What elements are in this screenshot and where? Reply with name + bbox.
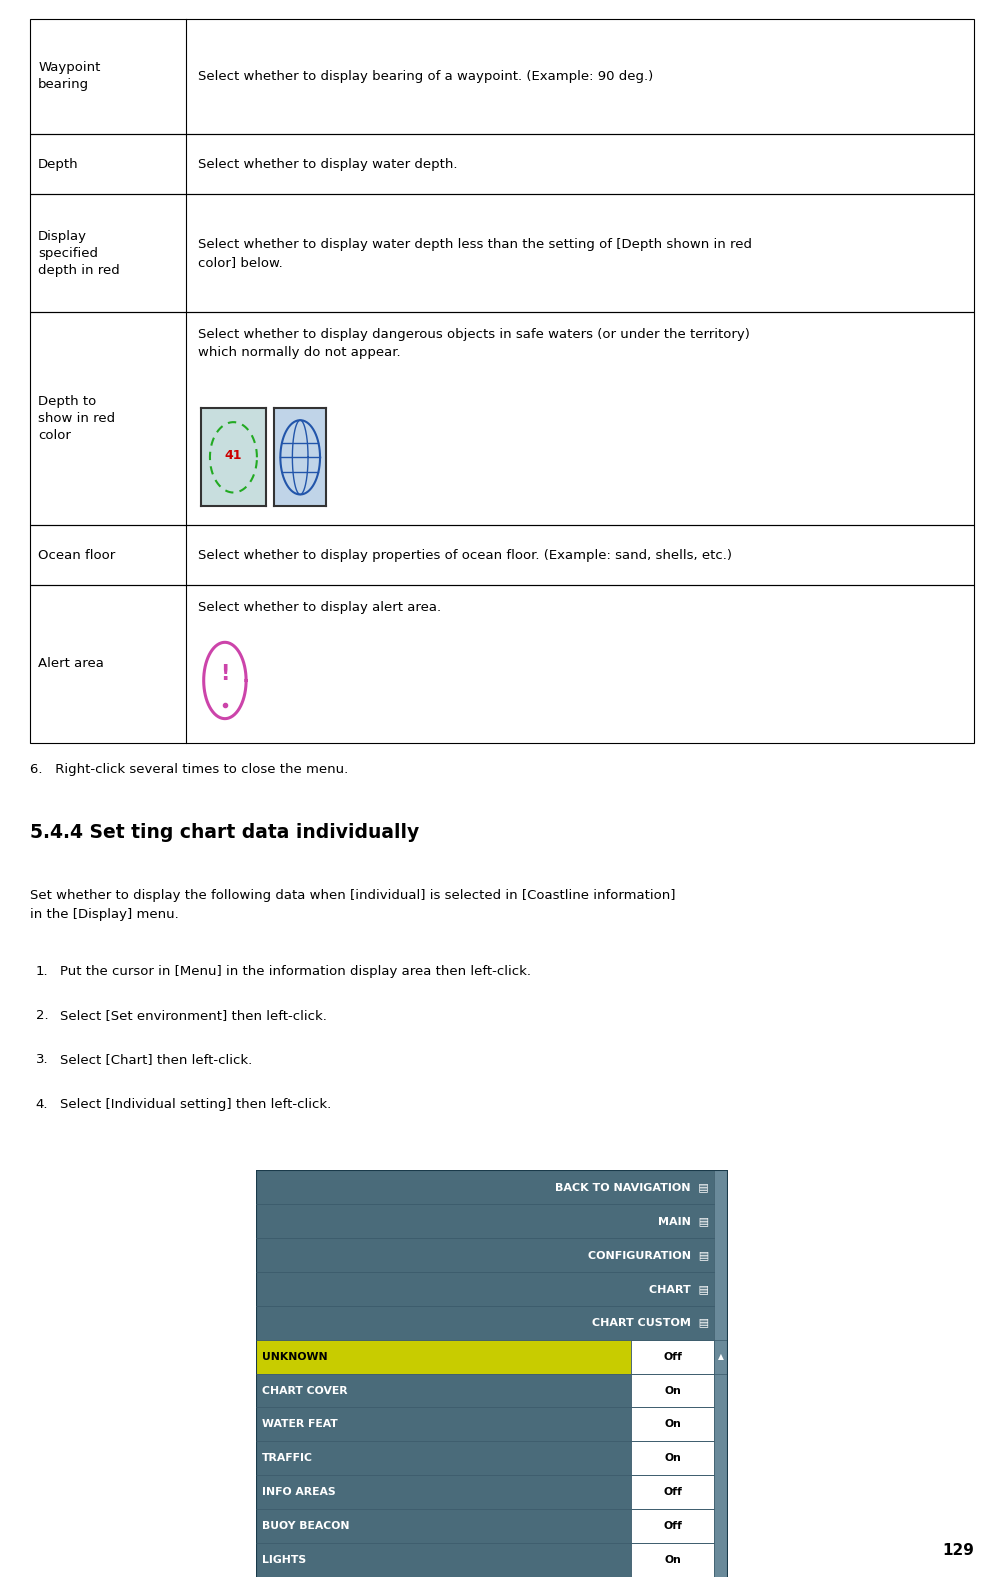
Text: Depth: Depth bbox=[38, 158, 78, 170]
Text: Select whether to display water depth.: Select whether to display water depth. bbox=[198, 158, 456, 170]
Text: MAIN  ▤: MAIN ▤ bbox=[657, 1216, 708, 1225]
Bar bbox=[631, 1441, 713, 1476]
Bar bbox=[256, 1408, 631, 1441]
Text: On: On bbox=[663, 1555, 680, 1564]
Text: CHART  ▤: CHART ▤ bbox=[648, 1284, 708, 1293]
Text: Select whether to display dangerous objects in safe waters (or under the territo: Select whether to display dangerous obje… bbox=[198, 328, 749, 360]
Bar bbox=[713, 1170, 727, 1577]
Bar bbox=[30, 585, 973, 743]
Text: 41: 41 bbox=[225, 449, 242, 462]
Bar bbox=[631, 1408, 713, 1441]
Text: ▲: ▲ bbox=[717, 1351, 723, 1361]
Bar bbox=[30, 19, 973, 134]
Text: WATER FEAT: WATER FEAT bbox=[262, 1419, 337, 1429]
Text: !: ! bbox=[220, 664, 230, 683]
Text: Put the cursor in [Menu] in the information display area then left-click.: Put the cursor in [Menu] in the informat… bbox=[60, 965, 531, 978]
Text: 5.4.4 Set ting chart data individually: 5.4.4 Set ting chart data individually bbox=[30, 823, 419, 842]
Text: UNKNOWN: UNKNOWN bbox=[262, 1351, 327, 1361]
Text: On: On bbox=[663, 1386, 680, 1396]
Text: 1.: 1. bbox=[35, 965, 48, 978]
Text: Waypoint
bearing: Waypoint bearing bbox=[38, 62, 100, 91]
Bar bbox=[256, 1170, 713, 1205]
Text: 6.   Right-click several times to close the menu.: 6. Right-click several times to close th… bbox=[30, 763, 348, 776]
Bar bbox=[631, 1542, 713, 1577]
Text: Alert area: Alert area bbox=[38, 658, 104, 670]
Text: Off: Off bbox=[662, 1522, 681, 1531]
Bar bbox=[30, 134, 973, 194]
Text: LIGHTS: LIGHTS bbox=[262, 1555, 306, 1564]
Bar bbox=[256, 1542, 631, 1577]
Text: Off: Off bbox=[662, 1351, 681, 1361]
Text: Depth to
show in red
color: Depth to show in red color bbox=[38, 396, 115, 442]
Text: Select [Individual setting] then left-click.: Select [Individual setting] then left-cl… bbox=[60, 1098, 331, 1110]
Text: 129: 129 bbox=[941, 1542, 973, 1558]
Bar bbox=[256, 1476, 631, 1509]
Text: 3.: 3. bbox=[35, 1053, 48, 1066]
Text: CHART CUSTOM  ▤: CHART CUSTOM ▤ bbox=[592, 1318, 708, 1328]
Bar bbox=[256, 1340, 631, 1374]
Text: Off: Off bbox=[662, 1487, 681, 1497]
Bar bbox=[256, 1306, 713, 1340]
Bar bbox=[30, 525, 973, 585]
Text: BUOY BEACON: BUOY BEACON bbox=[262, 1522, 349, 1531]
Bar bbox=[256, 1238, 713, 1273]
Bar bbox=[256, 1273, 713, 1306]
Text: Select [Set environment] then left-click.: Select [Set environment] then left-click… bbox=[60, 1009, 327, 1022]
Bar bbox=[30, 194, 973, 312]
Bar bbox=[256, 1509, 631, 1542]
Text: CONFIGURATION  ▤: CONFIGURATION ▤ bbox=[587, 1251, 708, 1260]
Text: Select [Chart] then left-click.: Select [Chart] then left-click. bbox=[60, 1053, 252, 1066]
Text: Select whether to display properties of ocean floor. (Example: sand, shells, etc: Select whether to display properties of … bbox=[198, 549, 731, 561]
Text: 4.: 4. bbox=[36, 1098, 48, 1110]
Bar bbox=[30, 312, 973, 525]
Text: INFO AREAS: INFO AREAS bbox=[262, 1487, 335, 1497]
Text: 2.: 2. bbox=[35, 1009, 48, 1022]
Bar bbox=[631, 1476, 713, 1509]
Text: Select whether to display alert area.: Select whether to display alert area. bbox=[198, 601, 440, 613]
Bar bbox=[631, 1340, 713, 1374]
Bar bbox=[631, 1509, 713, 1542]
Text: Display
specified
depth in red: Display specified depth in red bbox=[38, 230, 119, 276]
Text: BACK TO NAVIGATION  ▤: BACK TO NAVIGATION ▤ bbox=[555, 1183, 708, 1192]
Bar bbox=[713, 1340, 727, 1374]
Text: Select whether to display bearing of a waypoint. (Example: 90 deg.): Select whether to display bearing of a w… bbox=[198, 69, 652, 84]
Text: Set whether to display the following data when [individual] is selected in [Coas: Set whether to display the following dat… bbox=[30, 889, 675, 921]
Bar bbox=[256, 1205, 713, 1238]
Text: TRAFFIC: TRAFFIC bbox=[262, 1454, 312, 1463]
Text: CHART COVER: CHART COVER bbox=[262, 1386, 347, 1396]
Text: On: On bbox=[663, 1454, 680, 1463]
Text: Ocean floor: Ocean floor bbox=[38, 549, 115, 561]
Text: Select whether to display water depth less than the setting of [Depth shown in r: Select whether to display water depth le… bbox=[198, 238, 751, 268]
Text: On: On bbox=[663, 1419, 680, 1429]
Bar bbox=[631, 1374, 713, 1408]
Bar bbox=[256, 1441, 631, 1476]
Bar bbox=[256, 1374, 631, 1408]
